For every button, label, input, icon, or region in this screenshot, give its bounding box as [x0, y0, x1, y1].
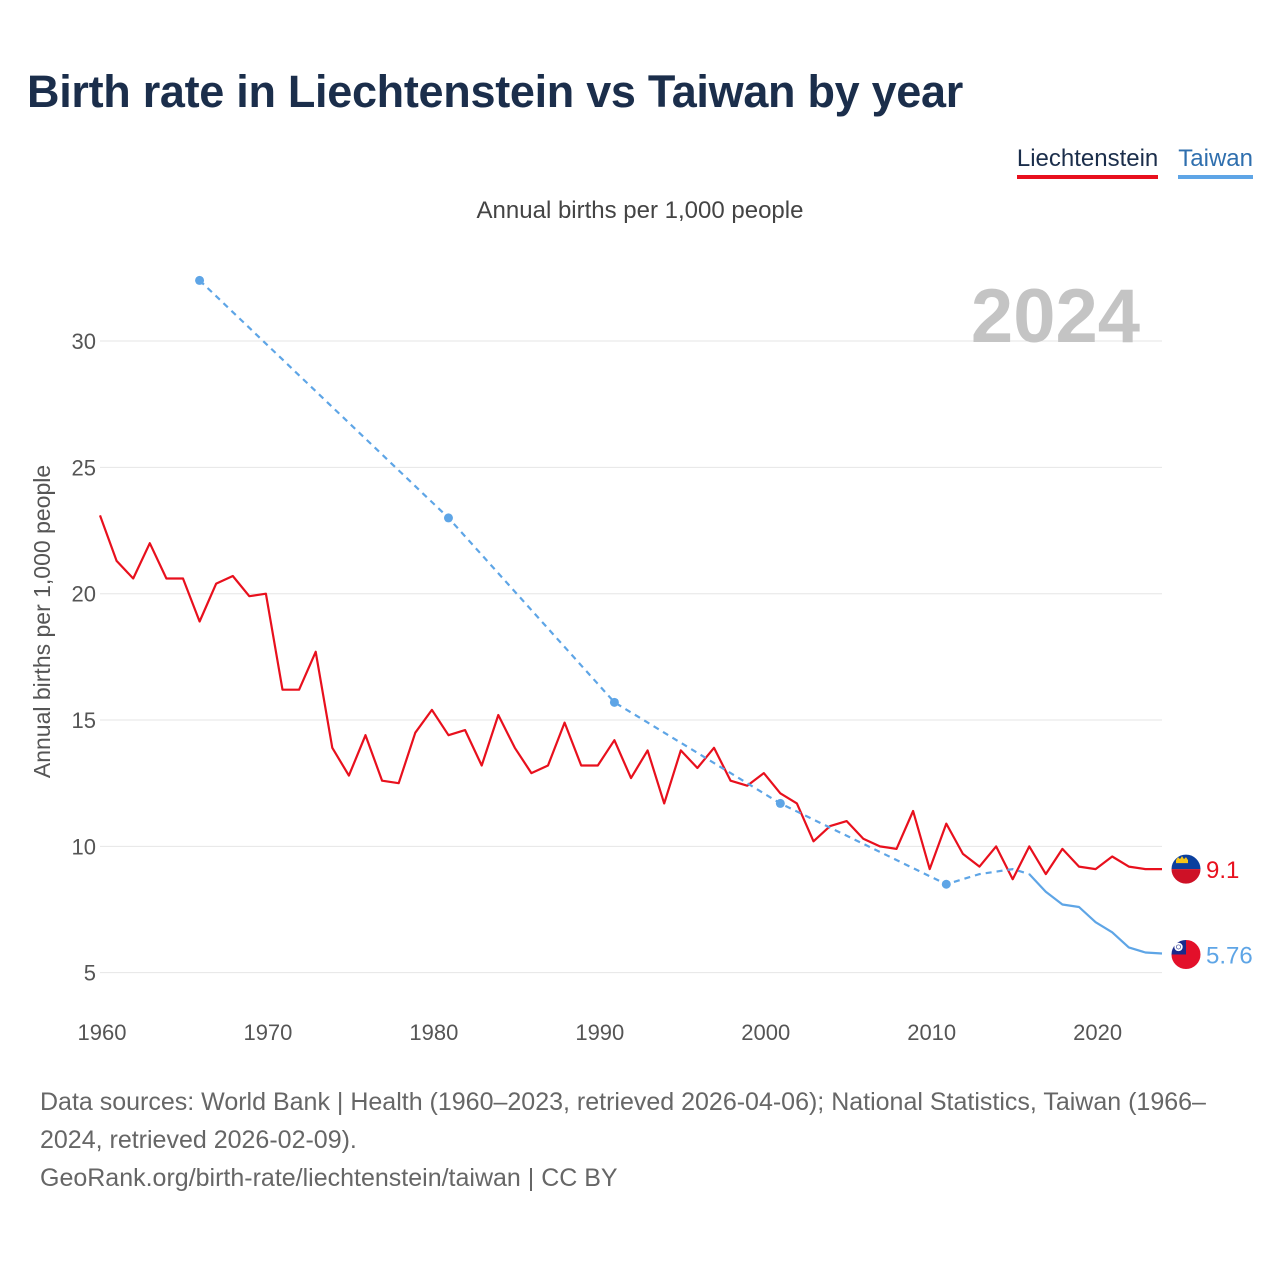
line-chart: 5 10 15 20 25 30 1960 1970 1980 1990 2000 2010 2020 A…	[29, 274, 1253, 1045]
data-point-taiwan	[775, 798, 785, 808]
y-tick-label: 20	[72, 582, 96, 607]
legend-item-liechtenstein[interactable]: Liechtenstein	[1016, 145, 1159, 179]
series-taiwan: 5.76	[195, 275, 1253, 970]
credit-link[interactable]: GeoRank.org/birth-rate/liechtenstein/tai…	[40, 1164, 618, 1192]
series-line-dashed-taiwan	[198, 279, 1030, 886]
x-tick-label: 2010	[907, 1020, 956, 1045]
year-watermark: 2024	[971, 274, 1140, 359]
y-tick-label: 25	[72, 455, 96, 480]
legend-item-taiwan[interactable]: Taiwan	[1178, 145, 1253, 179]
data-point-taiwan	[195, 275, 205, 285]
series-line-taiwan	[1028, 873, 1163, 955]
y-tick-label: 10	[72, 834, 96, 859]
series-liechtenstein: 9.1	[98, 515, 1239, 885]
x-tick-label: 1960	[78, 1020, 127, 1045]
x-tick-label: 1990	[575, 1020, 624, 1045]
footer: Data sources: World Bank | Health (1960–…	[40, 1083, 1250, 1197]
x-tick-label: 1980	[409, 1020, 458, 1045]
page-title: Birth rate in Liechtenstein vs Taiwan by…	[27, 66, 963, 117]
y-tick-label: 5	[84, 961, 96, 986]
x-tick-label: 2000	[741, 1020, 790, 1045]
data-point-taiwan	[443, 513, 453, 523]
end-value-label-liechtenstein: 9.1	[1206, 857, 1239, 884]
y-tick-label: 15	[72, 708, 96, 733]
liechtenstein-flag-icon	[1170, 853, 1202, 885]
data-point-taiwan	[941, 879, 951, 889]
y-axis-title: Annual births per 1,000 people	[29, 465, 55, 778]
series-line-liechtenstein	[98, 515, 1162, 881]
data-sources-note: Data sources: World Bank | Health (1960–…	[40, 1088, 1206, 1154]
legend: Liechtenstein Taiwan	[1016, 145, 1253, 179]
data-point-taiwan	[609, 697, 619, 707]
x-tick-label: 1970	[243, 1020, 292, 1045]
chart-subtitle: Annual births per 1,000 people	[476, 197, 804, 224]
end-value-label-taiwan: 5.76	[1206, 942, 1253, 969]
taiwan-flag-icon	[1170, 938, 1202, 970]
y-tick-label: 30	[72, 329, 96, 354]
x-tick-label: 2020	[1073, 1020, 1122, 1045]
